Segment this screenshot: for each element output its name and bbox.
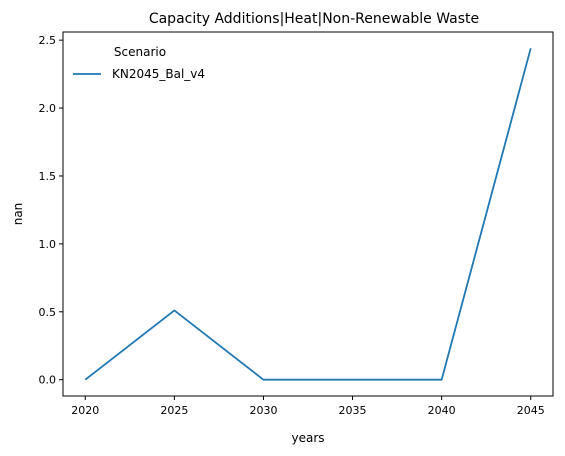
- plot-frame: [62, 31, 554, 397]
- y-axis-label: nan: [11, 203, 25, 226]
- x-tick-label: 2045: [517, 404, 545, 417]
- y-tick-label: 0.0: [39, 374, 57, 387]
- legend-label-kn2045-bal-v4: KN2045_Bal_v4: [112, 67, 205, 81]
- x-tick-label: 2025: [160, 404, 188, 417]
- x-tick-label: 2020: [71, 404, 99, 417]
- series-layer: [84, 48, 532, 381]
- y-tick-label: 0.5: [39, 306, 57, 319]
- x-tick-label: 2035: [339, 404, 367, 417]
- legend: Scenario KN2045_Bal_v4: [73, 45, 205, 81]
- series-line-kn2045-bal-v4: [84, 48, 532, 381]
- x-axis-label: years: [291, 431, 324, 445]
- x-tick-label: 2040: [428, 404, 456, 417]
- y-tick-label: 2.5: [39, 34, 57, 47]
- legend-title: Scenario: [114, 45, 166, 59]
- x-axis-ticks: 2020 2025 2030 2035 2040 2045: [71, 396, 545, 417]
- x-tick-label: 2030: [249, 404, 277, 417]
- y-axis-ticks: 0.0 0.5 1.0 1.5 2.0 2.5: [39, 34, 63, 387]
- y-tick-label: 1.5: [39, 170, 57, 183]
- chart-title: Capacity Additions|Heat|Non-Renewable Wa…: [149, 11, 479, 27]
- y-tick-label: 2.0: [39, 102, 57, 115]
- y-tick-label: 1.0: [39, 238, 57, 251]
